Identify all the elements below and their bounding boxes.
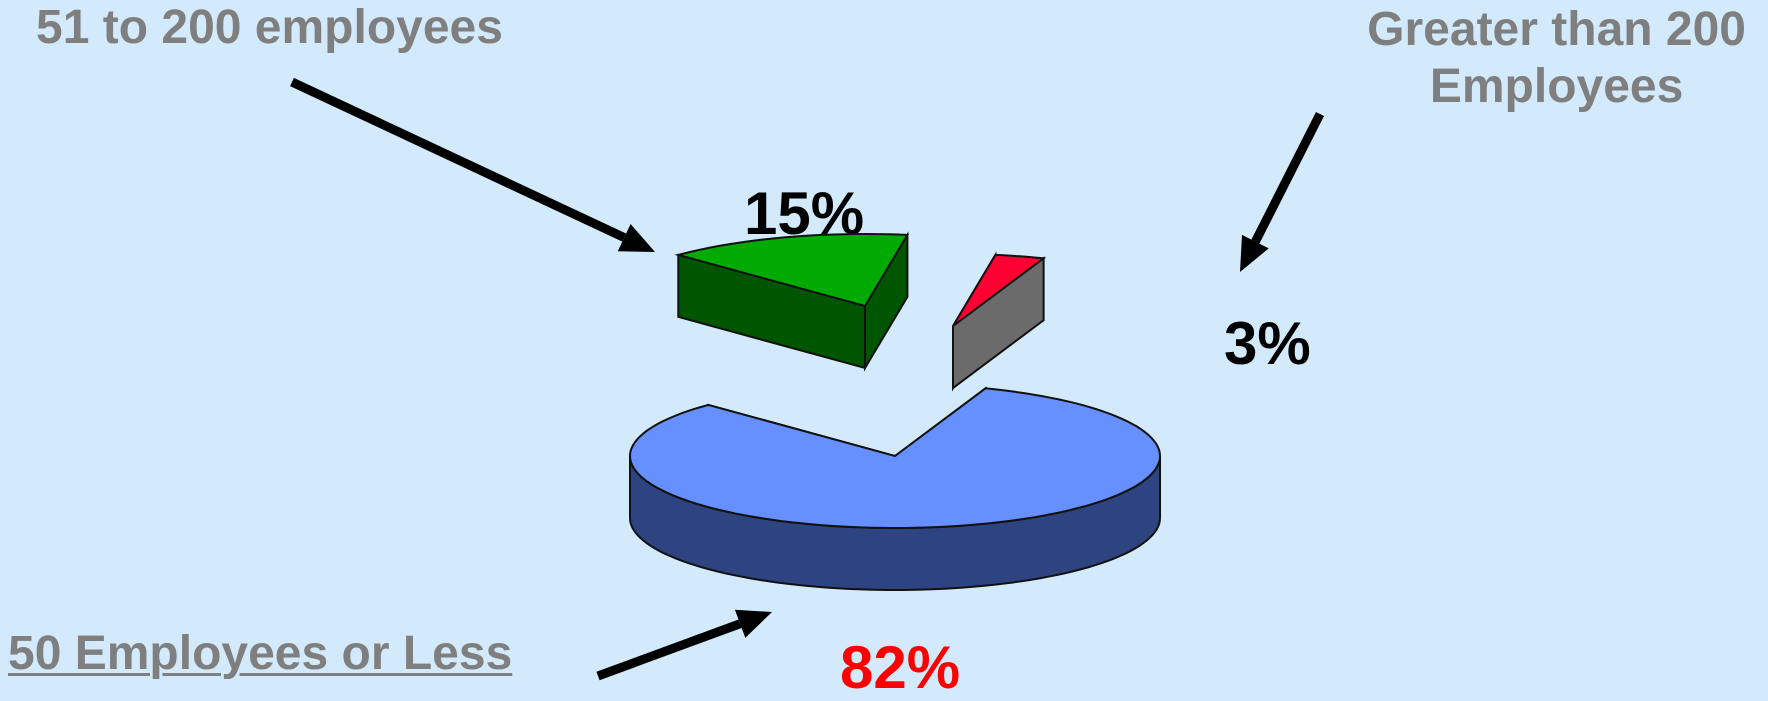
slice-label-greater-than-200-line2: Employees: [1429, 59, 1684, 113]
pie-slice-2-top: [952, 253, 1047, 327]
slice-label-51-to-200: 51 to 200 employees: [36, 1, 503, 54]
value-label-3: 3%: [1224, 310, 1311, 377]
arrow-50-or-less-head: [734, 609, 772, 638]
slice-label-greater-than-200-line1: Greater than 200: [1367, 3, 1746, 56]
pie-slice-0-top: [628, 387, 1162, 529]
pie-chart: [290, 77, 1325, 681]
pie-slice-2: [952, 251, 1047, 392]
pie-slice-1: [674, 231, 910, 372]
pie-slice-1-top: [674, 233, 910, 308]
arrow-greater-than-200-head: [1240, 234, 1269, 272]
arrow-51-to-200-head: [617, 224, 655, 252]
callout-arrows: [290, 77, 1325, 681]
pie-slices: [628, 231, 1162, 591]
slice-label-50-or-less: 50 Employees or Less: [8, 627, 513, 680]
arrow-50-or-less-shaft: [596, 619, 742, 681]
pie-slice-0: [628, 386, 1162, 591]
slice-label-greater-than-200: Greater than 200 Employees: [1367, 2, 1746, 115]
arrow-greater-than-200-shaft: [1251, 111, 1325, 244]
arrow-51-to-200-shaft: [290, 77, 627, 242]
